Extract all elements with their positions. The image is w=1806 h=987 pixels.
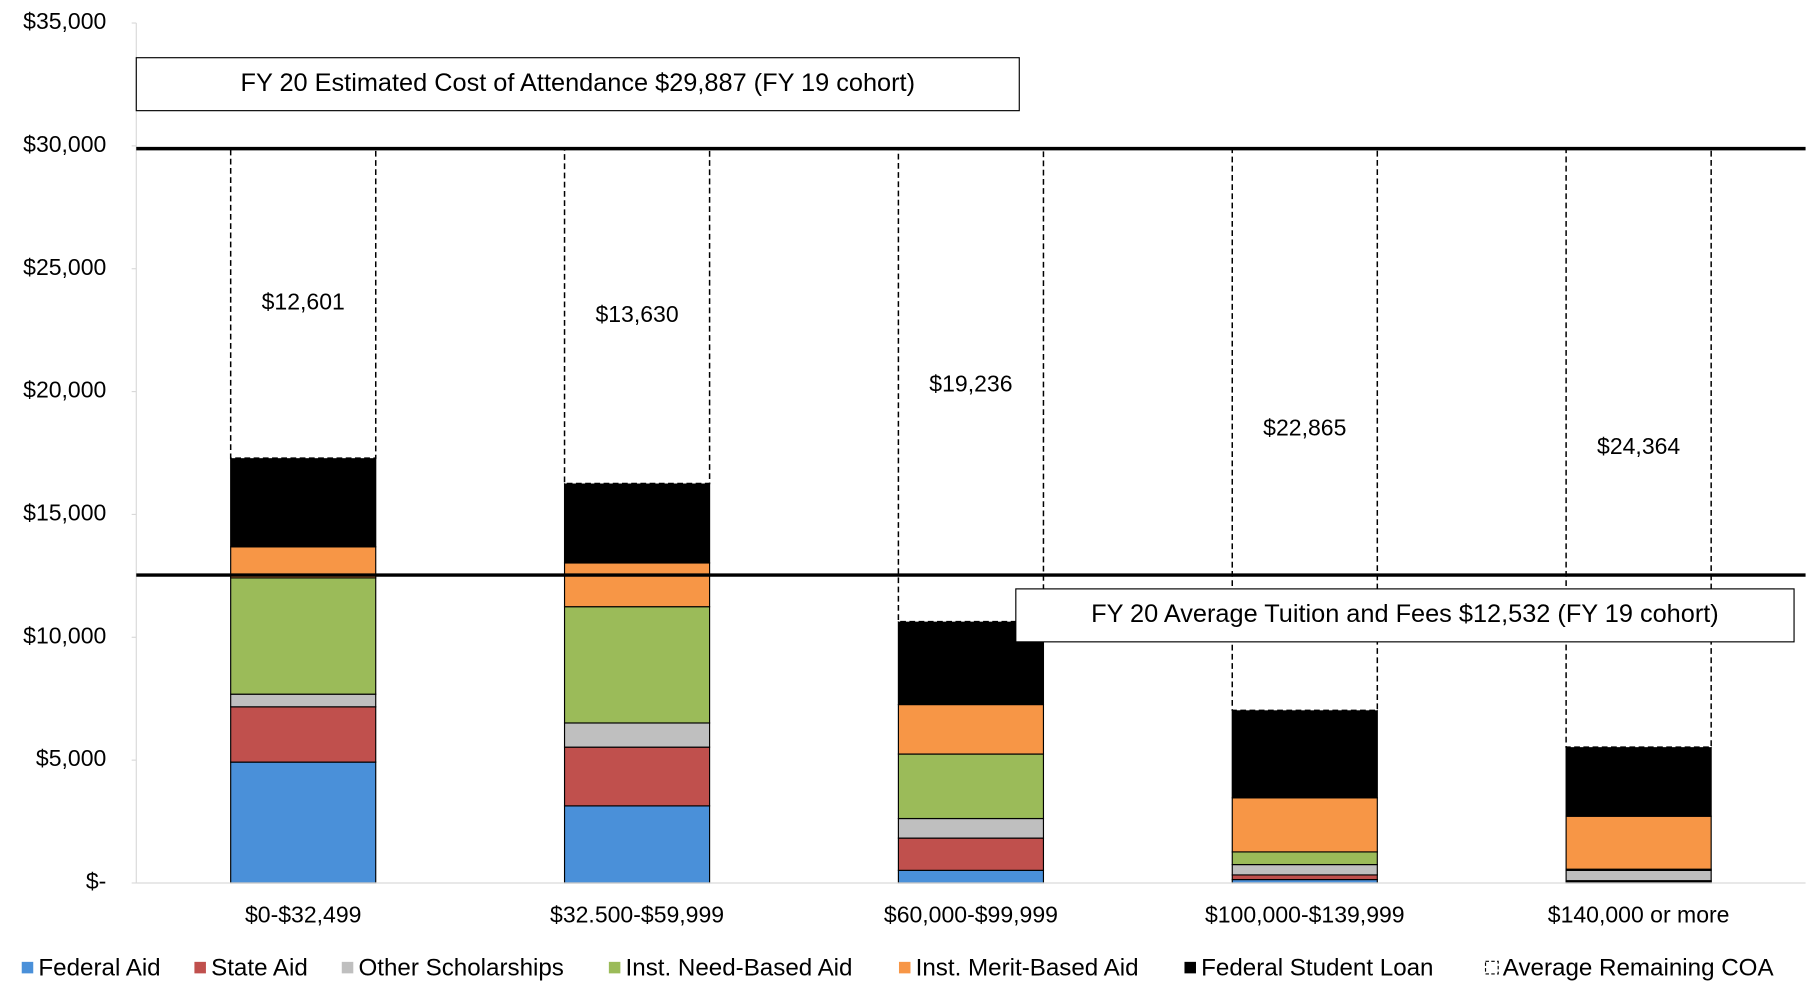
y-tick-label: $15,000 (23, 500, 106, 526)
y-tick-label: $25,000 (23, 254, 106, 280)
legend-label: Federal Aid (38, 955, 160, 982)
bar-segment (1231, 797, 1378, 853)
bar-segment (563, 606, 711, 724)
x-tick-label: $32.500-$59,999 (550, 901, 724, 927)
x-tick-label: $0-$32,499 (245, 901, 361, 927)
bar-segment (563, 147, 711, 485)
y-tick-label: $5,000 (36, 745, 106, 771)
legend-swatch (340, 960, 355, 975)
bar-segment (563, 805, 711, 884)
bar-segment (230, 546, 377, 579)
y-tick-label: $35,000 (23, 8, 106, 34)
annotation: FY 20 Average Tuition and Fees $12,532 (… (1091, 600, 1719, 628)
legend-label: Inst. Need-Based Aid (626, 955, 853, 982)
bar-segment (1565, 869, 1712, 882)
x-tick-label: $140,000 or more (1548, 901, 1730, 927)
annotation: FY 20 Estimated Cost of Attendance $29,8… (241, 69, 915, 97)
legend-swatch (1183, 960, 1198, 975)
bar-segment (563, 722, 711, 748)
data-label: $19,236 (929, 370, 1012, 396)
annotation-box (1015, 588, 1795, 643)
bar-segment (1565, 815, 1712, 870)
bar-segment (897, 817, 1045, 839)
y-tick-label: $20,000 (23, 377, 106, 403)
legend-label: Federal Student Loan (1201, 955, 1433, 982)
data-label: $22,865 (1263, 414, 1346, 440)
bar-segment (897, 753, 1045, 820)
y-tick-label: $10,000 (23, 622, 106, 648)
y-tick-label: $- (86, 868, 106, 894)
bar-segment (230, 577, 377, 695)
bar-segment (1231, 709, 1378, 799)
legend-swatch (607, 960, 622, 975)
data-label: $12,601 (262, 288, 345, 314)
legend-label: State Aid (211, 955, 308, 982)
legend-label: Other Scholarships (358, 955, 563, 982)
bar-segment (563, 482, 711, 564)
legend-swatch (897, 960, 912, 975)
legend-label: Inst. Merit-Based Aid (916, 955, 1139, 982)
legend-swatch (193, 960, 208, 975)
data-label: $13,630 (595, 301, 678, 327)
y-tick-label: $30,000 (23, 131, 106, 157)
bar-segment (230, 761, 377, 884)
bar-segment (563, 562, 711, 608)
bar-segment (563, 746, 711, 807)
bar-segment (897, 148, 1045, 623)
legend-label: Average Remaining COA (1503, 955, 1775, 982)
data-label: $24,364 (1597, 433, 1680, 459)
bar-segment (229, 147, 377, 459)
x-tick-label: $60,000-$99,999 (884, 901, 1058, 927)
bar-segment (1231, 863, 1378, 876)
bar-segment (1231, 851, 1378, 866)
bar-segment (1565, 147, 1712, 748)
bar-segment (1231, 874, 1378, 881)
bar-segment (230, 706, 377, 763)
bar-segment (897, 869, 1045, 884)
bar-segment (230, 457, 377, 548)
bar-segment (897, 703, 1045, 755)
x-tick-label: $100,000-$139,999 (1205, 901, 1405, 927)
bar-segment (230, 693, 377, 708)
legend-swatch (1484, 960, 1499, 975)
bar-segment (1565, 746, 1712, 817)
bar-segment (897, 837, 1045, 871)
legend-swatch (20, 960, 35, 975)
annotation-box (135, 57, 1020, 112)
